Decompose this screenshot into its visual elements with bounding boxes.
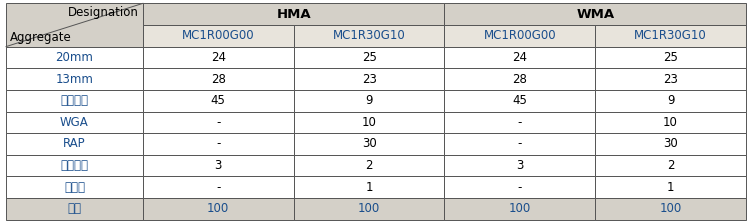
Bar	[6, 3, 143, 47]
Bar	[143, 112, 294, 133]
Bar	[294, 68, 444, 90]
Text: 20mm: 20mm	[56, 51, 93, 64]
Bar	[143, 47, 294, 68]
Bar	[294, 90, 444, 112]
Bar	[444, 47, 596, 68]
Bar	[596, 176, 746, 198]
Bar	[444, 176, 596, 198]
Text: 2: 2	[667, 159, 675, 172]
Bar	[6, 155, 143, 176]
Text: MC1R00G00: MC1R00G00	[182, 29, 255, 42]
Text: 24: 24	[211, 51, 226, 64]
Bar	[143, 25, 294, 47]
Text: 28: 28	[211, 72, 226, 86]
Bar	[444, 90, 596, 112]
Text: MC1R00G00: MC1R00G00	[484, 29, 556, 42]
Bar	[143, 68, 294, 90]
Text: Designation: Designation	[68, 6, 139, 19]
Text: 24: 24	[512, 51, 527, 64]
Bar	[294, 133, 444, 155]
Bar	[6, 198, 143, 220]
Text: WMA: WMA	[576, 8, 614, 21]
Text: 13mm: 13mm	[56, 72, 93, 86]
Text: 1: 1	[365, 181, 373, 194]
Bar	[6, 90, 143, 112]
Bar	[294, 155, 444, 176]
Text: 28: 28	[512, 72, 527, 86]
Text: 25: 25	[663, 51, 678, 64]
Text: Aggregate: Aggregate	[10, 31, 71, 44]
Bar	[294, 198, 444, 220]
Bar	[294, 25, 444, 47]
Bar	[143, 176, 294, 198]
Bar	[444, 155, 596, 176]
Text: 부순모래: 부순모래	[60, 94, 89, 107]
Bar	[596, 133, 746, 155]
Text: 100: 100	[508, 202, 531, 215]
Bar	[6, 133, 143, 155]
Text: 100: 100	[358, 202, 381, 215]
Text: 23: 23	[362, 72, 377, 86]
Text: 45: 45	[211, 94, 226, 107]
Bar	[143, 133, 294, 155]
Text: 30: 30	[663, 137, 678, 151]
Text: WGA: WGA	[60, 116, 89, 129]
Bar	[596, 25, 746, 47]
Text: HMA: HMA	[277, 8, 311, 21]
Bar	[596, 112, 746, 133]
Bar	[596, 155, 746, 176]
Text: 10: 10	[362, 116, 377, 129]
Text: 10: 10	[663, 116, 678, 129]
Text: 100: 100	[207, 202, 229, 215]
Text: 합계: 합계	[68, 202, 81, 215]
Bar	[143, 198, 294, 220]
Text: 3: 3	[516, 159, 523, 172]
Bar	[444, 133, 596, 155]
Text: -: -	[517, 181, 522, 194]
Text: 30: 30	[362, 137, 377, 151]
Text: 3: 3	[214, 159, 222, 172]
Bar	[596, 47, 746, 68]
Text: 23: 23	[663, 72, 678, 86]
Bar	[596, 198, 746, 220]
Text: 석회석분: 석회석분	[60, 159, 89, 172]
Text: 9: 9	[667, 94, 675, 107]
Text: 2: 2	[365, 159, 373, 172]
Bar	[6, 112, 143, 133]
Text: 45: 45	[512, 94, 527, 107]
Text: -: -	[517, 137, 522, 151]
Bar	[6, 47, 143, 68]
Bar	[6, 68, 143, 90]
Bar	[294, 176, 444, 198]
Bar	[444, 25, 596, 47]
Bar	[444, 68, 596, 90]
Bar	[596, 68, 746, 90]
Text: MC1R30G10: MC1R30G10	[332, 29, 405, 42]
Bar	[596, 90, 746, 112]
Bar	[6, 176, 143, 198]
Bar	[444, 198, 596, 220]
Bar	[444, 3, 746, 25]
Text: -: -	[517, 116, 522, 129]
Text: RAP: RAP	[63, 137, 86, 151]
Text: 1: 1	[667, 181, 675, 194]
Bar	[143, 90, 294, 112]
Bar	[294, 112, 444, 133]
Text: 9: 9	[365, 94, 373, 107]
Bar	[143, 155, 294, 176]
Bar	[444, 112, 596, 133]
Text: 100: 100	[660, 202, 682, 215]
Text: -: -	[216, 137, 220, 151]
Text: -: -	[216, 116, 220, 129]
Text: MC1R30G10: MC1R30G10	[634, 29, 707, 42]
Bar	[294, 47, 444, 68]
Text: 25: 25	[362, 51, 377, 64]
Text: 소석회: 소석회	[64, 181, 85, 194]
Bar	[143, 3, 444, 25]
Text: -: -	[216, 181, 220, 194]
